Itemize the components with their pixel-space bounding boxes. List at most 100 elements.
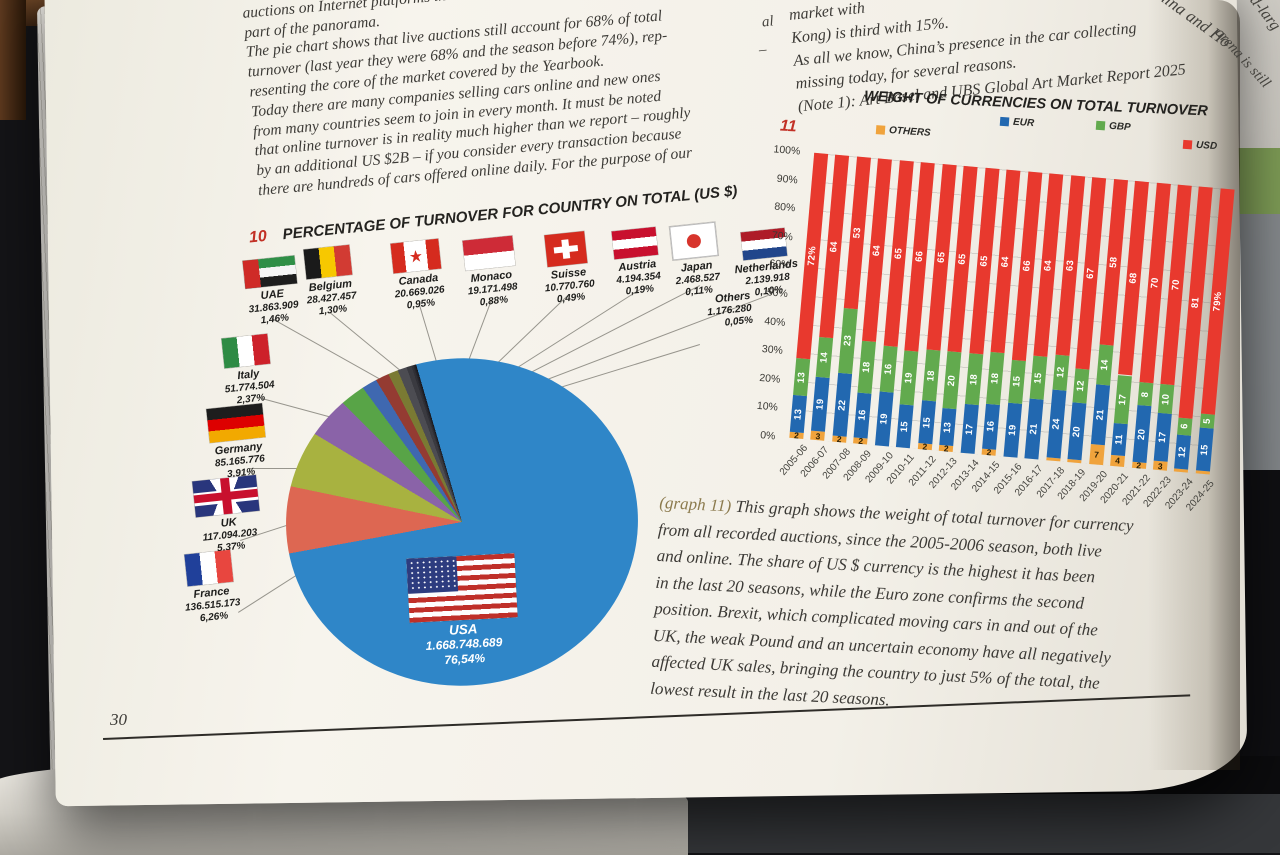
bar-segment-others: 3 (810, 430, 826, 442)
bar-value-label: 65 (978, 254, 991, 268)
page-number: 30 (110, 710, 127, 729)
flag-label-monaco: Monaco 19.171.498 0,88% (447, 234, 536, 313)
bar-chart: 0% 10% 20% 30% 40% 50% 60% 70% 80% 90% 100% 2 1 3 13 7… (727, 130, 1244, 551)
bar-value-label: 7 (1093, 449, 1100, 460)
legend-color-others (875, 125, 886, 135)
bar-segment-gbp: 18 (986, 352, 1005, 405)
bar-value-label: 16 (882, 362, 895, 375)
figure-number-10: 10 (248, 227, 268, 247)
bar-value-label: 65 (956, 253, 969, 266)
bar-segment-others: 3 (1152, 460, 1168, 472)
bar-segment-eur: 13 (939, 408, 957, 447)
bar-segment-gbp: 14 (816, 337, 834, 379)
bar-value-label: 64 (828, 240, 841, 253)
y-tick-label: 50% (766, 286, 789, 301)
bar-segment-eur: 13 (789, 394, 807, 434)
flag-label-japan: Japan 2.468.527 0,11% (654, 220, 737, 302)
cut-text-fragment: – (758, 41, 768, 59)
bar-segment-eur: 24 (1046, 388, 1067, 459)
usa-flag-icon (406, 553, 518, 623)
bar-value-label: 64 (999, 255, 1012, 268)
bar-value-label: 3 (815, 430, 821, 442)
bar-value-label: 12 (1177, 446, 1189, 459)
flag-belgium-icon (303, 244, 353, 280)
bar-segment-gbp: 20 (942, 351, 962, 410)
legend-color-gbp (1095, 120, 1106, 131)
bar-segment-gbp: 12 (1072, 368, 1090, 404)
bar-segment-gbp: 19 (899, 350, 919, 406)
bar-value-label: 21 (1028, 422, 1041, 436)
legend-item-eur: EUR (999, 116, 1034, 129)
bar-value-label: 12 (1075, 379, 1087, 392)
bar-value-label: 16 (985, 420, 998, 433)
bar-value-label: 58 (1107, 256, 1120, 269)
flag-uk-icon (192, 474, 260, 518)
bar-segment-gbp: 10 (1157, 384, 1175, 414)
flag-italy-icon (221, 333, 271, 369)
bar-plot-area: 2 13 13 72% 3 19 14 64 2 22 23 53 2 16 18 64 19 16 65 15 19 6… (789, 152, 1235, 475)
bar-value-label: 8 (1139, 390, 1151, 398)
y-tick-label: 40% (763, 314, 786, 329)
bar-value-label: 14 (818, 351, 831, 364)
bar-segment-gbp: 6 (1177, 417, 1193, 436)
bar-value-label: 64 (871, 244, 884, 257)
legend-item-gbp: GBP (1095, 120, 1132, 134)
bar-value-label: 21 (1094, 408, 1107, 421)
legend-label: GBP (1108, 120, 1132, 134)
bar-value-label: 15 (1010, 375, 1023, 388)
bar-segment-others: 4 (1110, 454, 1126, 468)
bar-segment-eur: 21 (1090, 384, 1110, 446)
bar-value-label: 64 (1042, 259, 1055, 272)
bar-value-label: 53 (851, 226, 864, 239)
bar-segment-eur: 17 (1153, 412, 1172, 463)
bar-segment-gbp: 13 (793, 357, 811, 397)
bar-segment-gbp: 15 (1007, 359, 1026, 404)
bar-value-label: 18 (967, 373, 980, 386)
bar-value-label: 15 (1032, 371, 1045, 384)
bar-value-label: 20 (946, 374, 959, 387)
flag-label-france: France 136.515.173 6,26% (168, 548, 253, 628)
bar-value-label: 3 (1157, 460, 1164, 472)
bar-segment-gbp: 8 (1136, 382, 1153, 407)
bar-segment-gbp: 15 (1029, 355, 1048, 400)
legend-item-usd: USD (1182, 139, 1218, 153)
bar-segment-eur: 12 (1174, 434, 1192, 470)
bar-segment-gbp: 18 (964, 352, 984, 406)
bar-value-label: 19 (1006, 423, 1019, 437)
bar-value-label: 20 (1071, 425, 1084, 438)
flag-monaco-icon (462, 235, 516, 271)
bar-value-label: 65 (892, 247, 905, 260)
bar-segment-gbp: 18 (921, 349, 941, 402)
bar-segment-gbp: 14 (1095, 344, 1114, 386)
y-tick-label: 20% (758, 371, 781, 386)
bar-value-label: 72% (805, 245, 819, 267)
bar-segment-eur: 16 (982, 403, 1001, 451)
bar-value-label: 13 (942, 421, 955, 434)
caption-lead: (graph 11) (658, 492, 732, 516)
bar-segment-eur: 19 (874, 391, 894, 447)
bar-value-label: 63 (1064, 259, 1076, 272)
bar-segment-eur: 15 (918, 400, 936, 445)
bar-value-label: 68 (1127, 272, 1140, 285)
bar-value-label: 15 (899, 420, 912, 433)
legend-label: USD (1195, 139, 1218, 153)
bar-value-label: 79% (1211, 291, 1225, 312)
bar-value-label: 12 (1054, 366, 1067, 379)
bar-value-label: 18 (861, 360, 874, 374)
bar-value-label: 4 (1114, 455, 1121, 466)
bar-segment-eur: 16 (853, 392, 872, 439)
bar-value-label: 20 (1135, 428, 1148, 441)
bar-segment-gbp: 5 (1199, 413, 1215, 429)
flag-label-uk: UK 117.094.203 5,37% (176, 473, 279, 559)
bar-value-label: 23 (841, 334, 854, 347)
y-tick-label: 100% (772, 143, 801, 158)
bar-segment-gbp: 17 (1113, 374, 1133, 425)
bar-segment-eur: 15 (1195, 427, 1214, 472)
y-tick-label: 60% (768, 257, 791, 272)
bar-value-label: 70 (1148, 277, 1161, 290)
cut-text-fragment: al (761, 13, 775, 31)
bar-value-label: 18 (989, 372, 1002, 385)
bar-value-label: 24 (1050, 417, 1063, 430)
y-tick-label: 80% (773, 200, 796, 215)
